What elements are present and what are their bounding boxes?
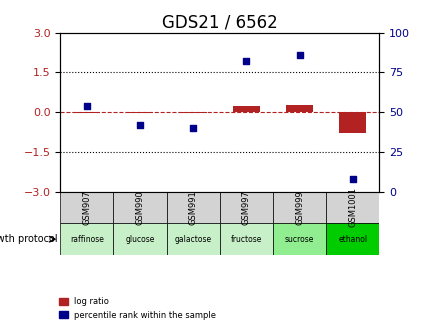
Text: GSM999: GSM999 bbox=[295, 190, 303, 225]
Text: GSM997: GSM997 bbox=[241, 190, 250, 225]
Text: GSM991: GSM991 bbox=[188, 190, 197, 225]
FancyBboxPatch shape bbox=[60, 192, 113, 223]
Legend: log ratio, percentile rank within the sample: log ratio, percentile rank within the sa… bbox=[56, 294, 219, 323]
Text: fructose: fructose bbox=[230, 235, 261, 244]
Text: glucose: glucose bbox=[125, 235, 154, 244]
Bar bbox=[286, 105, 312, 112]
Text: GSM1001: GSM1001 bbox=[347, 187, 356, 227]
Point bbox=[189, 125, 196, 130]
FancyBboxPatch shape bbox=[113, 192, 166, 223]
Point bbox=[136, 122, 143, 128]
FancyBboxPatch shape bbox=[326, 223, 378, 255]
FancyBboxPatch shape bbox=[219, 192, 272, 223]
FancyBboxPatch shape bbox=[166, 223, 219, 255]
Bar bbox=[339, 112, 365, 133]
Text: raffinose: raffinose bbox=[70, 235, 104, 244]
Point bbox=[295, 52, 302, 58]
Text: galactose: galactose bbox=[174, 235, 211, 244]
FancyBboxPatch shape bbox=[113, 223, 166, 255]
Bar bbox=[233, 106, 259, 112]
FancyBboxPatch shape bbox=[272, 223, 326, 255]
Point bbox=[243, 59, 249, 64]
Point bbox=[83, 103, 90, 108]
FancyBboxPatch shape bbox=[272, 192, 326, 223]
FancyBboxPatch shape bbox=[166, 192, 219, 223]
FancyBboxPatch shape bbox=[326, 192, 378, 223]
Text: ethanol: ethanol bbox=[338, 235, 366, 244]
Point bbox=[348, 176, 355, 181]
Text: GSM990: GSM990 bbox=[135, 190, 144, 225]
Text: sucrose: sucrose bbox=[284, 235, 313, 244]
Text: growth protocol: growth protocol bbox=[0, 234, 58, 244]
Title: GDS21 / 6562: GDS21 / 6562 bbox=[162, 13, 277, 31]
Text: GSM907: GSM907 bbox=[82, 190, 91, 225]
FancyBboxPatch shape bbox=[219, 223, 272, 255]
FancyBboxPatch shape bbox=[60, 223, 113, 255]
